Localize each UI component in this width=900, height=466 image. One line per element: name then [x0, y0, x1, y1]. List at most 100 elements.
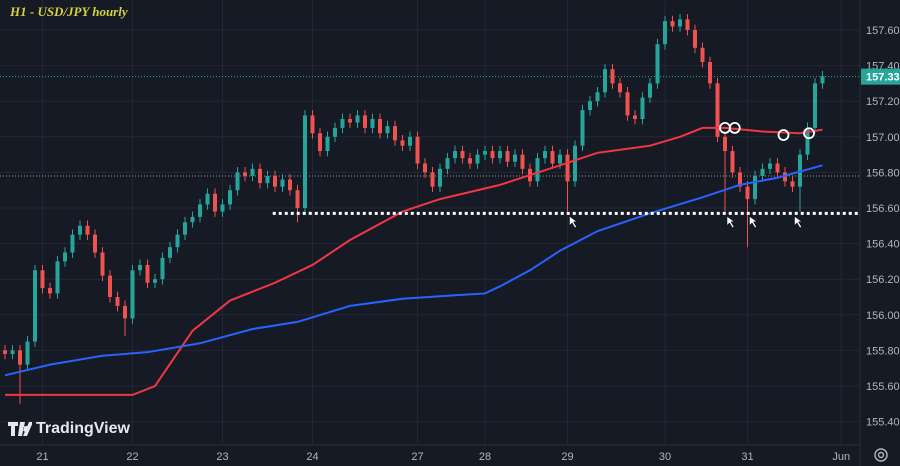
candle-body [55, 261, 60, 294]
candle-body [573, 145, 577, 182]
candle-body [333, 127, 337, 137]
x-tick-label: 27 [411, 451, 423, 463]
y-tick-label: 156.400 [866, 239, 900, 251]
x-tick-label: 23 [216, 451, 228, 463]
candle-body [565, 154, 570, 182]
y-tick-label: 156.200 [866, 274, 900, 286]
annotation-circle [803, 127, 815, 140]
candle-body [430, 172, 435, 187]
y-tick-label: 157.600 [866, 25, 900, 37]
candle-body [198, 204, 202, 217]
candle-body [213, 193, 217, 212]
settings-gear-icon[interactable] [873, 447, 889, 463]
candle-body [550, 151, 555, 164]
y-tick-label: 157.000 [866, 132, 900, 144]
x-tick-label: Jun [832, 451, 850, 463]
y-tick-label: 156.600 [866, 203, 900, 215]
candle-body [453, 151, 457, 159]
candle-body [595, 92, 600, 102]
candle-body [618, 83, 622, 93]
candle-body [70, 234, 75, 253]
tradingview-logo: TradingView [8, 420, 130, 438]
candle-body [655, 44, 660, 84]
x-tick-label: 21 [36, 451, 48, 463]
candle-body [693, 30, 697, 48]
candle-body [370, 119, 375, 128]
candle-body [670, 21, 675, 27]
candle-body [265, 175, 270, 184]
candle-body [415, 136, 420, 164]
candle-body [48, 288, 52, 294]
candle-body [363, 115, 367, 128]
candle-body [33, 270, 37, 342]
candle-body [610, 69, 615, 84]
candle-body [160, 257, 165, 280]
candle-body [190, 216, 195, 223]
candle-body [820, 76, 825, 84]
x-tick-label: 28 [479, 451, 491, 463]
candle-body [490, 151, 495, 159]
candle-body [153, 279, 157, 283]
candle-body [640, 97, 645, 119]
candle-body [288, 179, 292, 191]
candle-body [3, 350, 7, 354]
candle-body [168, 247, 172, 258]
candle-body [85, 225, 90, 235]
candle-body [325, 136, 330, 152]
candle-body [535, 158, 540, 182]
candle-body [423, 163, 427, 173]
candle-body [745, 186, 750, 200]
candle-body [648, 83, 652, 98]
candle-body [678, 19, 682, 27]
candle-body [603, 69, 607, 93]
candle-body [78, 225, 82, 235]
cursor-arrow-icon [726, 215, 736, 229]
candle-body [483, 151, 487, 155]
candle-body [558, 154, 562, 164]
candle-body [738, 172, 742, 187]
candle-body [93, 234, 97, 253]
candle-body [730, 151, 735, 173]
annotation-circle [728, 122, 741, 134]
candle-body [310, 115, 315, 134]
candle-body [775, 163, 780, 173]
candle-body [543, 151, 547, 159]
candle-body [708, 62, 712, 84]
candle-body [25, 341, 30, 365]
candle-body [520, 154, 525, 169]
candle-body [18, 350, 22, 365]
candle-body [768, 163, 772, 169]
cursor-arrow-icon [794, 215, 803, 229]
candle-body [123, 305, 127, 319]
y-tick-label: 156.800 [866, 167, 900, 179]
candle-body [790, 181, 795, 187]
candle-body [498, 151, 502, 159]
y-tick-label: 155.800 [866, 345, 900, 357]
x-tick-label: 24 [306, 451, 318, 463]
candle-body [40, 270, 45, 289]
x-tick-label: 30 [659, 451, 671, 463]
candle-body [243, 172, 247, 176]
candle-body [295, 190, 300, 208]
candle-body [250, 168, 255, 176]
candle-body [513, 154, 517, 162]
annotation-circle [777, 129, 790, 141]
ma-slow-line [4, 164, 823, 377]
x-tick-label: 31 [741, 451, 753, 463]
candle-body [753, 175, 757, 200]
candle-body [303, 115, 307, 208]
tradingview-logo-icon [8, 422, 32, 436]
y-tick-label: 156.000 [866, 310, 900, 322]
candle-body [408, 136, 412, 146]
candle-body [273, 175, 277, 187]
cursor-arrow-icon [569, 215, 578, 229]
x-tick-label: 22 [126, 451, 138, 463]
candle-body [235, 172, 240, 191]
candle-body [633, 115, 637, 119]
candle-body [145, 264, 150, 283]
candle-body [138, 264, 142, 271]
y-tick-label: 155.400 [866, 417, 900, 429]
candle-body [393, 126, 397, 141]
y-tick-label: 155.600 [866, 381, 900, 393]
